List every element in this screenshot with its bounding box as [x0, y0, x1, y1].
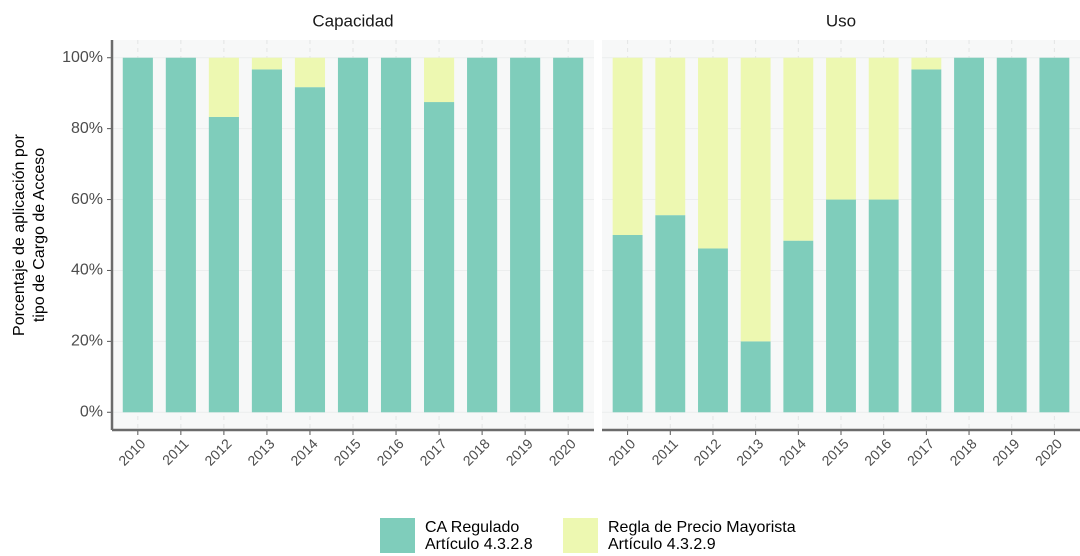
x-tick-label: 2014 — [776, 435, 809, 468]
bar-segment — [467, 57, 498, 413]
legend-item: CA Regulado Artículo 4.3.2.8 — [380, 518, 533, 553]
bar-segment — [826, 57, 856, 200]
x-tick-label: 2015 — [330, 435, 363, 468]
bar-segment — [911, 69, 942, 413]
legend-label: Regla de Precio Mayorista Artículo 4.3.2… — [608, 518, 796, 553]
x-tick-label: 2016 — [373, 435, 406, 468]
x-tick-label: 2013 — [733, 435, 766, 468]
bar-segment — [165, 57, 196, 413]
legend-key — [380, 518, 415, 553]
x-tick-label: 2015 — [818, 435, 851, 468]
y-tick-label: 0% — [80, 403, 103, 420]
facet-title: Uso — [826, 11, 856, 30]
x-tick-label: 2012 — [690, 435, 723, 468]
bar-segment — [208, 57, 239, 117]
bar-segment — [698, 57, 728, 249]
bar-segment — [424, 57, 455, 103]
bar-segment — [868, 199, 899, 413]
x-tick-label: 2013 — [244, 435, 277, 468]
bar-segment — [655, 215, 686, 413]
legend-label: CA Regulado Artículo 4.3.2.8 — [425, 518, 533, 553]
bar-segment — [294, 87, 326, 413]
x-tick-label: 2018 — [460, 435, 493, 468]
x-tick-label: 2019 — [989, 435, 1022, 468]
bar-segment — [251, 69, 282, 413]
bar-segment — [294, 57, 326, 88]
y-axis-label: Porcentaje de aplicación por — [11, 133, 28, 336]
y-tick-label: 80% — [71, 120, 103, 137]
bar-segment — [740, 341, 771, 413]
facet-title: Capacidad — [312, 11, 393, 30]
x-tick-label: 2016 — [861, 435, 894, 468]
bar-segment — [783, 57, 814, 241]
x-tick-label: 2017 — [416, 435, 449, 468]
x-tick-label: 2011 — [159, 435, 192, 468]
bar-segment — [698, 248, 728, 413]
bar-segment — [380, 57, 412, 413]
legend-item: Regla de Precio Mayorista Artículo 4.3.2… — [563, 518, 796, 553]
y-tick-label: 100% — [62, 49, 103, 66]
x-tick-label: 2011 — [648, 435, 681, 468]
bar-segment — [122, 57, 153, 413]
bar-segment — [424, 102, 455, 413]
legend-key — [563, 518, 598, 553]
x-tick-label: 2019 — [503, 435, 536, 468]
bar-segment — [826, 199, 856, 413]
x-tick-label: 2014 — [287, 435, 320, 468]
bar-segment — [510, 57, 541, 413]
bar-segment — [740, 57, 771, 342]
bar-segment — [911, 57, 942, 70]
bar-segment — [783, 240, 814, 413]
bar-segment — [208, 116, 239, 413]
x-tick-label: 2018 — [946, 435, 979, 468]
bar-segment — [1039, 57, 1070, 413]
x-tick-label: 2010 — [605, 435, 638, 468]
bar-segment — [553, 57, 584, 413]
bar-segment — [251, 57, 282, 70]
bar-segment — [954, 57, 984, 413]
bar-segment — [612, 235, 643, 413]
bar-segment — [655, 57, 686, 216]
bar-segment — [996, 57, 1027, 413]
bar-segment — [868, 57, 899, 200]
x-tick-label: 2020 — [1032, 435, 1065, 468]
y-tick-label: 40% — [71, 262, 103, 279]
x-tick-label: 2020 — [546, 435, 579, 468]
x-tick-label: 2010 — [115, 435, 148, 468]
bar-segment — [337, 57, 369, 413]
y-tick-label: 20% — [71, 333, 103, 350]
y-axis-label: tipo de Cargo de Acceso — [31, 148, 48, 322]
bar-segment — [612, 57, 643, 236]
x-tick-label: 2017 — [904, 435, 937, 468]
y-tick-label: 60% — [71, 191, 103, 208]
x-tick-label: 2012 — [201, 435, 234, 468]
